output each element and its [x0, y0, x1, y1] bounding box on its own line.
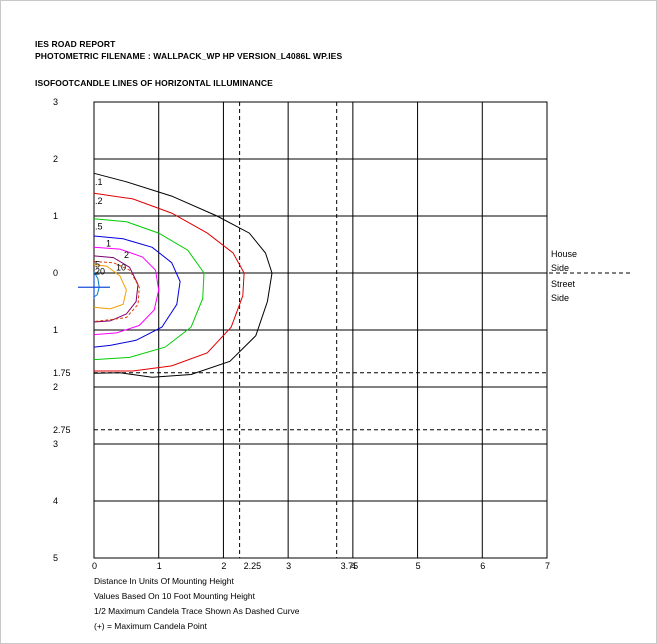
x-tick-label-extra: 3.75	[341, 561, 359, 571]
x-tick-label-extra: 2.25	[244, 561, 262, 571]
y-tick-label: 3	[53, 439, 58, 449]
street-side-label: Side	[551, 293, 569, 303]
house-side-label: Side	[551, 263, 569, 273]
isofootcandle-line	[93, 246, 160, 336]
contour-label: .2	[95, 196, 103, 206]
half-max-candela-trace	[93, 261, 140, 322]
y-tick-label: 2	[53, 382, 58, 392]
report-title: IES ROAD REPORT	[35, 39, 116, 49]
y-tick-label: 4	[53, 496, 58, 506]
note-max-candela-point: (+) = Maximum Candela Point	[94, 621, 207, 631]
chart-grid	[93, 101, 548, 559]
y-tick-label: 2	[53, 154, 58, 164]
y-tick-label-extra: 2.75	[53, 425, 71, 435]
note-mounting-height: Values Based On 10 Foot Mounting Height	[94, 591, 255, 601]
y-tick-label: 5	[53, 553, 58, 563]
isofootcandle-line	[93, 218, 205, 361]
contour-label: .1	[95, 177, 103, 187]
contour-label: .5	[95, 221, 103, 231]
y-tick-label: 1	[53, 211, 58, 221]
y-tick-label: 3	[53, 97, 58, 107]
dashed-reference-lines	[94, 102, 631, 558]
contour-label: 10	[116, 262, 126, 272]
x-tick-label: 6	[480, 561, 485, 571]
street-side-label: Street	[551, 279, 576, 289]
y-tick-label: 0	[53, 268, 58, 278]
x-tick-label: 3	[286, 561, 291, 571]
isofootcandle-line	[93, 264, 127, 310]
contour-label: 20	[95, 266, 105, 276]
isofootcandle-line	[93, 235, 181, 348]
isofootcandle-line	[93, 192, 245, 372]
chart-subtitle: ISOFOOTCANDLE LINES OF HORIZONTAL ILLUMI…	[35, 78, 273, 88]
y-tick-label: 1	[53, 325, 58, 335]
x-tick-label: 2	[221, 561, 226, 571]
x-tick-label: 0	[92, 561, 97, 571]
x-tick-label: 5	[416, 561, 421, 571]
photometric-filename: PHOTOMETRIC FILENAME : WALLPACK_WP HP VE…	[35, 51, 343, 61]
isofootcandle-contours	[78, 172, 273, 378]
contour-label: 5	[95, 260, 100, 270]
contour-label: 2	[124, 250, 129, 260]
contour-label: 1	[106, 239, 111, 249]
x-tick-label: 4	[351, 561, 356, 571]
y-tick-label-extra: 1.75	[53, 368, 71, 378]
x-tick-label: 7	[545, 561, 550, 571]
note-half-max-candela: 1/2 Maximum Candela Trace Shown As Dashe…	[94, 606, 300, 616]
house-side-label: House	[551, 249, 577, 259]
x-tick-label: 1	[157, 561, 162, 571]
note-distance-units: Distance In Units Of Mounting Height	[94, 576, 234, 586]
isofootcandle-line	[93, 172, 273, 378]
